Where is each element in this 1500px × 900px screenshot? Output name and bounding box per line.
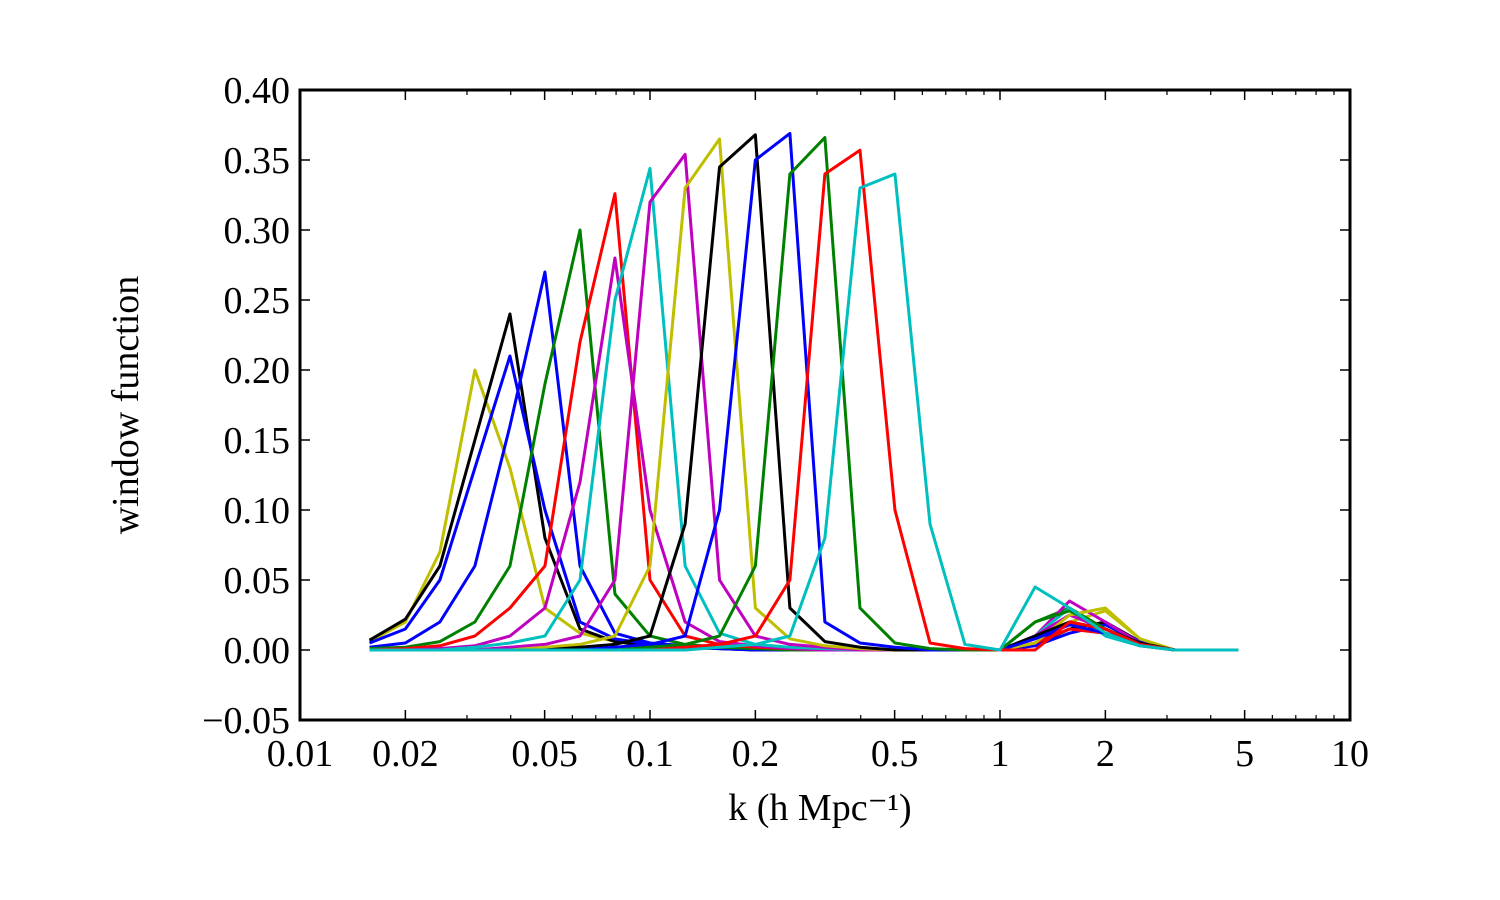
x-tick-label: 0.02 [372,733,439,775]
x-tick-label: 5 [1235,733,1254,775]
y-tick-label: 0.40 [224,70,291,112]
y-tick-label: 0.20 [224,350,291,392]
y-tick-label: 0.10 [224,490,291,532]
y-axis-label: window function [105,276,147,535]
x-tick-label: 10 [1331,733,1369,775]
plot-frame [298,88,1352,722]
data-line [369,148,1239,652]
data-line [369,136,1239,652]
y-tick-label: 0.35 [224,140,291,182]
x-tick-label: 0.2 [732,733,780,775]
y-tick-label: −0.05 [202,700,290,742]
x-tick-label: 0.5 [871,733,919,775]
data-line [369,172,1239,652]
x-tick-label: 0.1 [626,733,674,775]
x-tick-label: 1 [991,733,1010,775]
x-tick-label: 0.01 [267,733,334,775]
x-axis-label: k (h Mpc⁻¹) [728,787,911,829]
x-tick-label: 0.05 [511,733,578,775]
y-tick-label: 0.15 [224,420,291,462]
y-tick-label: 0.00 [224,630,291,672]
data-line [369,137,1239,652]
y-tick-label: 0.05 [224,560,291,602]
y-tick-label: 0.25 [224,280,291,322]
x-tick-label: 2 [1096,733,1115,775]
y-tick-label: 0.30 [224,210,291,252]
